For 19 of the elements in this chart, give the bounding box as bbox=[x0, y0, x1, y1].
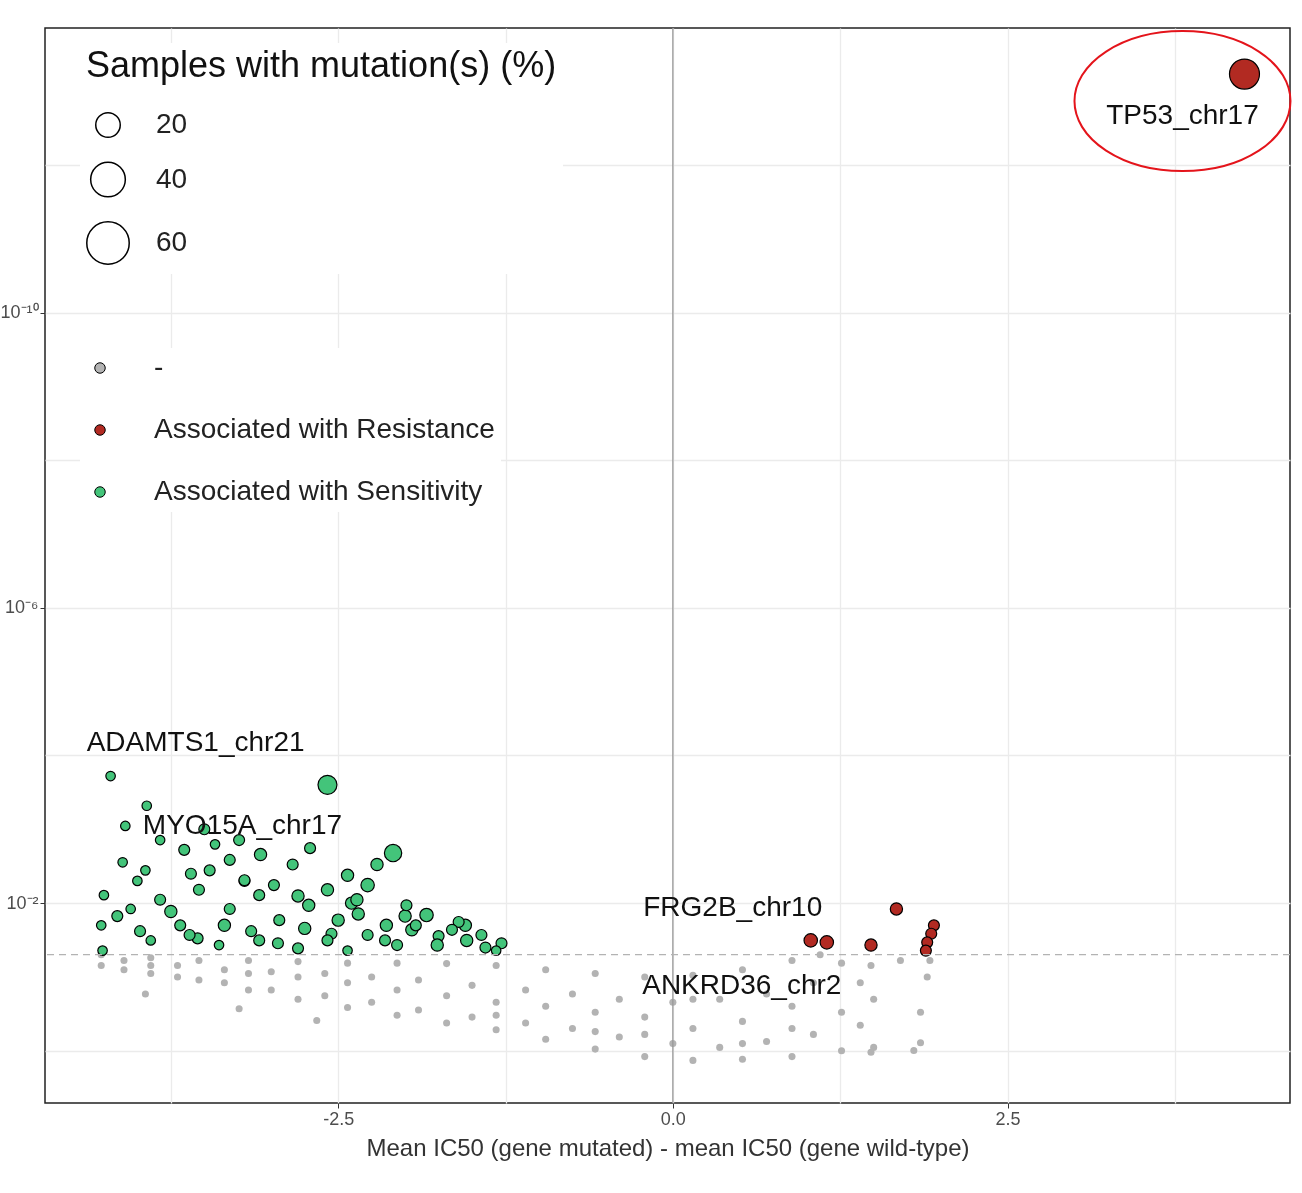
annotation: ADAMTS1_chr21 bbox=[86, 726, 305, 758]
legend-label: - bbox=[154, 351, 164, 382]
legend-label: 20 bbox=[156, 108, 188, 139]
annotation: FRG2B_chr10 bbox=[643, 891, 823, 923]
legend-label: Associated with Resistance bbox=[154, 413, 495, 444]
legend-label: 40 bbox=[156, 162, 188, 194]
legend-label: 60 bbox=[156, 226, 188, 257]
annotation: MYO15A_chr17 bbox=[142, 808, 343, 840]
annotation: TP53_chr17 bbox=[1106, 99, 1259, 131]
x-tick-label: 2.5 bbox=[995, 1108, 1021, 1129]
x-tick-label: 0.0 bbox=[660, 1108, 686, 1129]
legend-title: Samples with mutation(s) (%) bbox=[86, 44, 557, 85]
x-tick-label: -2.5 bbox=[323, 1108, 355, 1129]
y-tick-label: 10⁻² bbox=[6, 892, 39, 913]
annotation: ANKRD36_chr2 bbox=[642, 969, 842, 1001]
y-tick-label: 10⁻⁶ bbox=[5, 597, 39, 618]
y-tick-label: 10⁻¹⁰ bbox=[0, 302, 39, 323]
legend-label: Associated with Sensitivity bbox=[154, 475, 483, 506]
x-axis-title: Mean IC50 (gene mutated) - mean IC50 (gene wild-type) bbox=[366, 1133, 970, 1161]
